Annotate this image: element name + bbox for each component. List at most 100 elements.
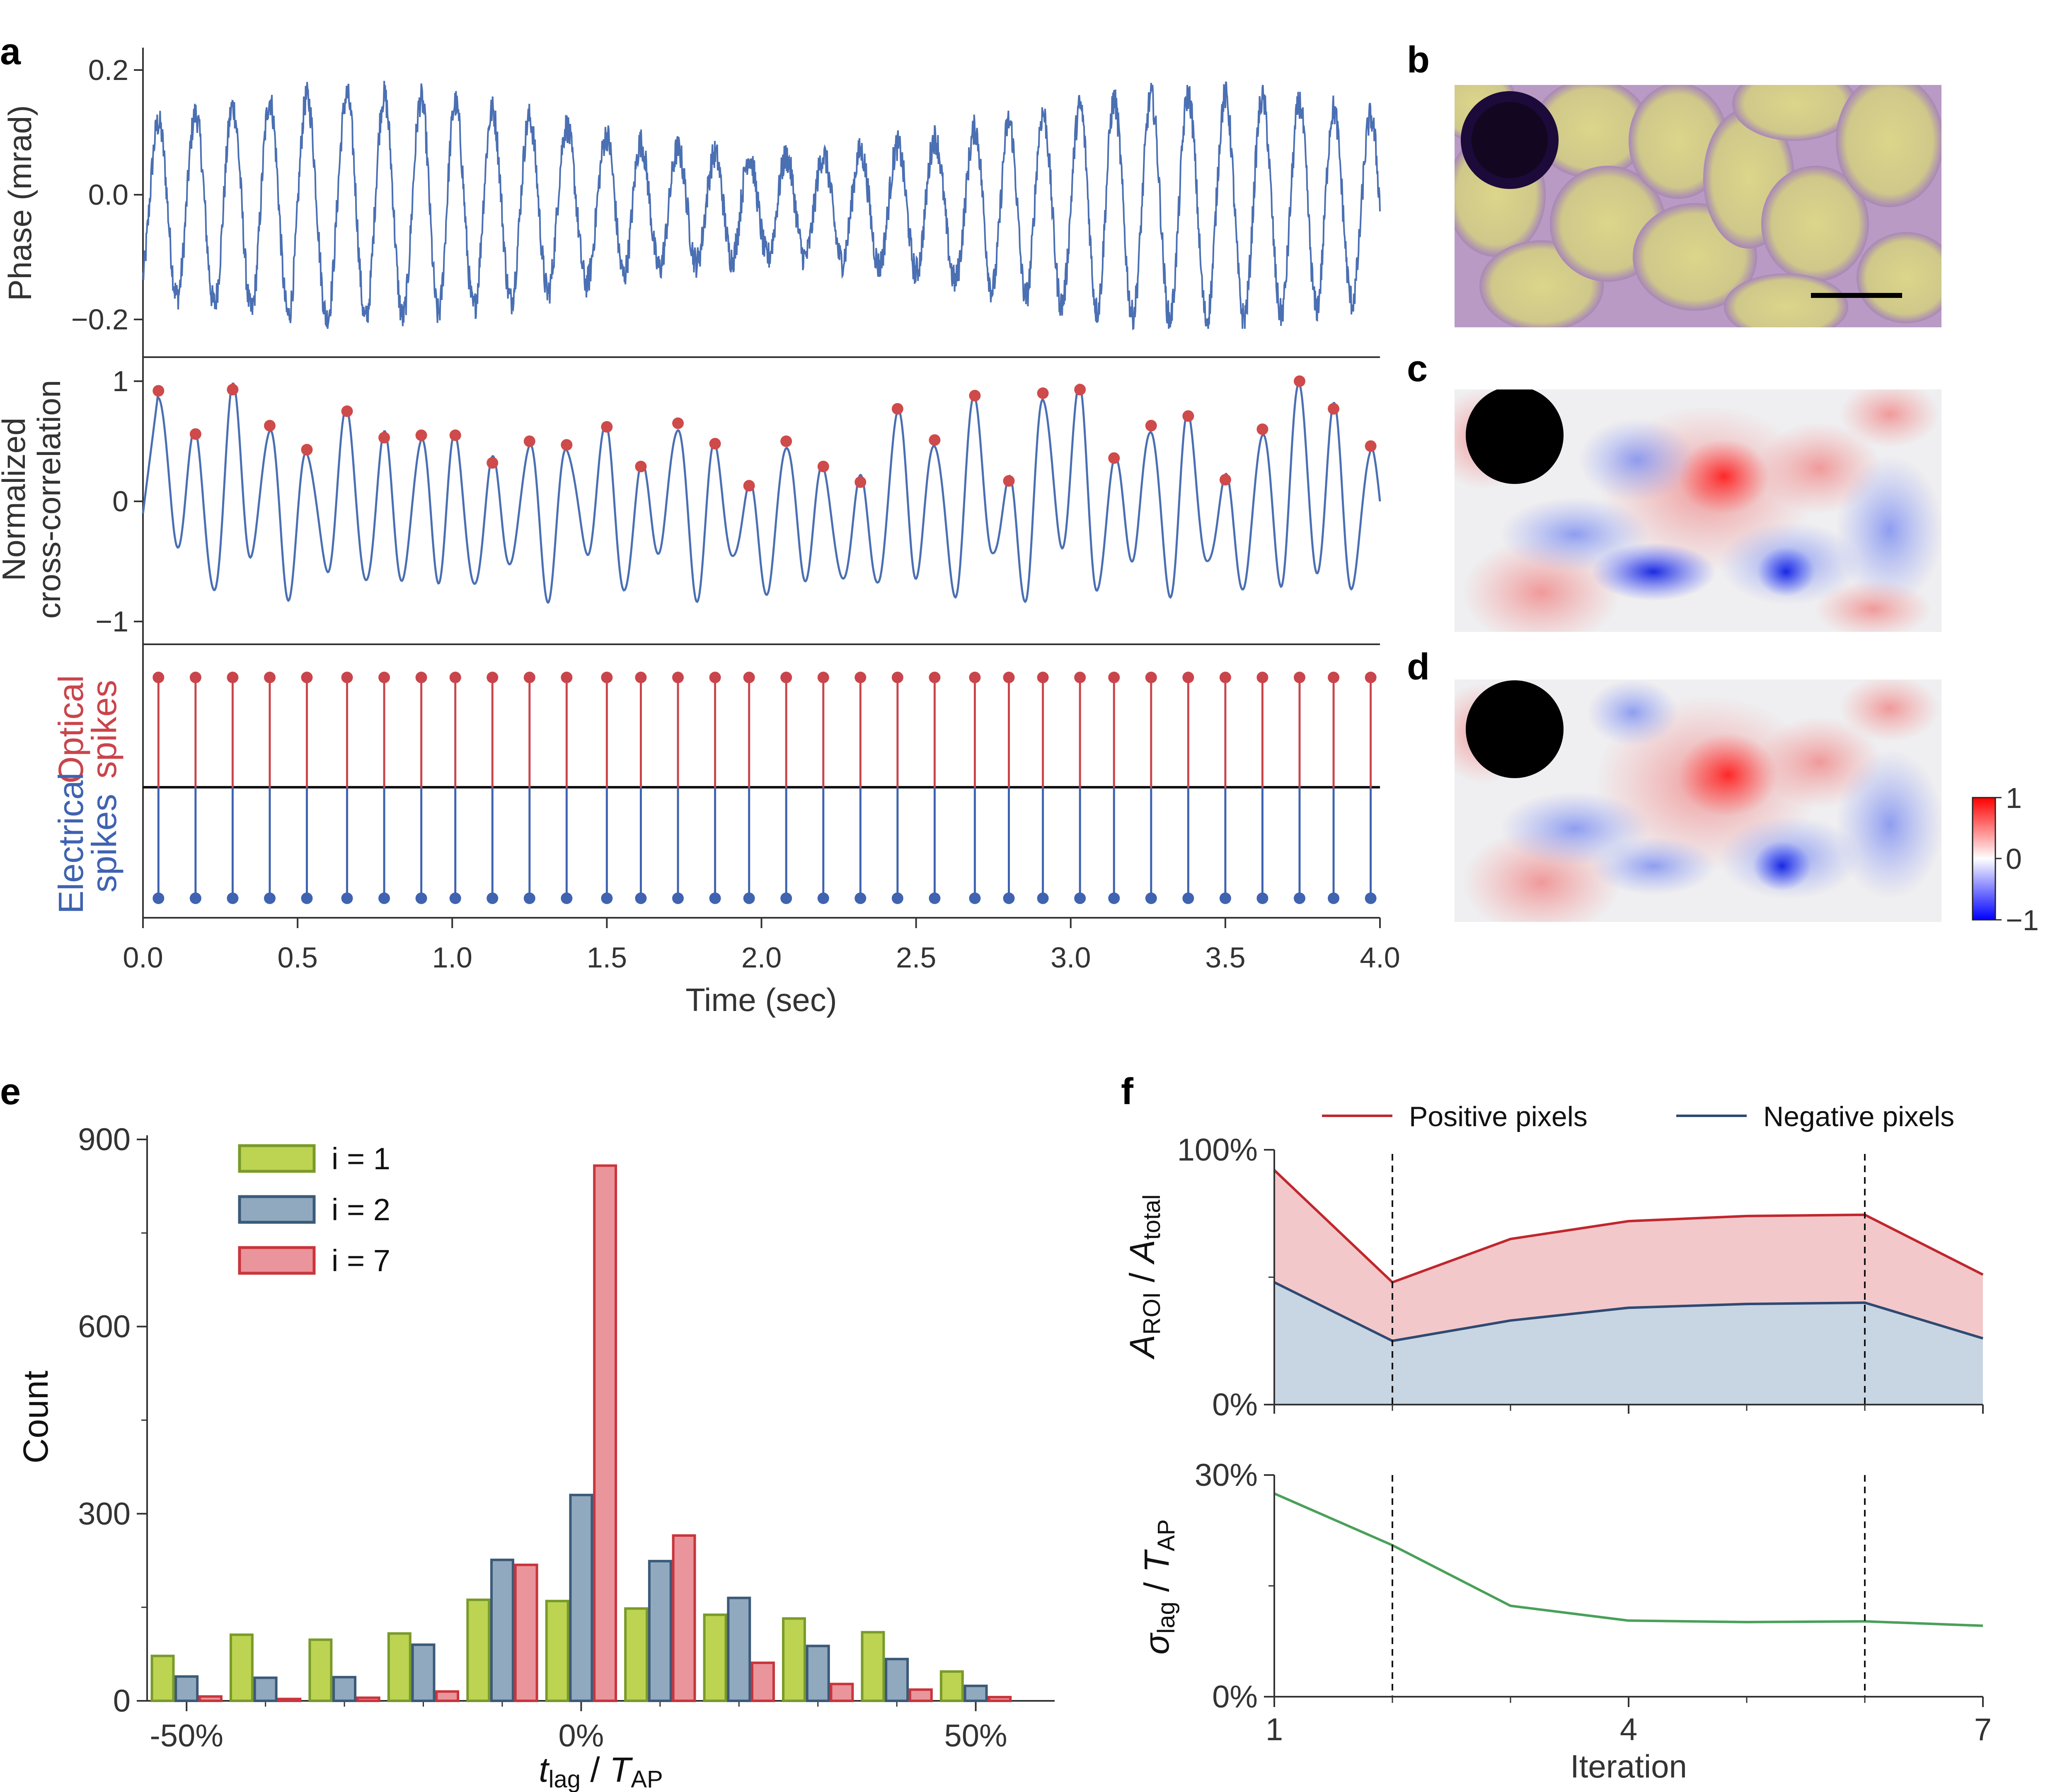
optical-spike-head [1365,672,1377,683]
peak-marker [891,403,903,415]
electrical-spike-head [1365,892,1377,904]
histogram-bar [150,1654,175,1703]
optical-spike-head [1145,672,1157,683]
e-xtick-label: 50% [944,1718,1007,1753]
panel-d-heatmap: 1 0 −1 [1455,680,2039,936]
colorbar-tick-0: 0 [2006,843,2022,875]
histogram-bar [356,1696,380,1702]
peak-marker [743,480,755,492]
histogram-bar [229,1633,254,1703]
f-top-ytick-label: 0% [1212,1387,1258,1422]
panel-letter-f: f [1121,1071,1134,1112]
optical-spike-head [341,672,353,683]
electrical-spike-head [709,892,721,904]
electrical-spike-head [487,892,499,904]
electrical-spike-head [415,892,427,904]
electrical-spike-head [227,892,239,904]
electrical-spike-head [378,892,390,904]
histogram-bar [308,1638,333,1703]
optical-spike-head [523,672,535,683]
f-top-ytick-label: 100% [1177,1132,1258,1168]
histogram-bar [648,1560,672,1703]
legend-label-negative: Negative pixels [1763,1101,1954,1132]
histogram-bar [174,1675,199,1703]
peak-marker [1256,423,1268,435]
f-bottom-ylabel: σlag / TAP [1137,1519,1180,1655]
peak-marker [969,389,981,401]
f-bottom-ytick-label: 30% [1195,1458,1258,1493]
f-bottom-ytick-label: 0% [1212,1679,1258,1715]
optical-spike-head [1328,672,1340,683]
legend-label-i2: i = 2 [332,1192,390,1227]
histogram-bar [939,1670,964,1702]
histogram-bar [782,1617,806,1702]
histogram-bar [861,1631,885,1703]
electrical-spike-head [1003,892,1015,904]
a-xtick-label: 3.5 [1205,941,1245,974]
legend-swatch-i7 [238,1246,316,1275]
sigma-lag-line [1273,1492,1983,1627]
panel-b-image [1455,85,1941,327]
peak-marker [1074,384,1086,396]
electrical-spike-head [1037,892,1049,904]
a-mid-ytick-label: 0 [112,485,128,518]
optical-spike-head [449,672,461,683]
electrical-spike-head [817,892,829,904]
a-xtick-label: 1.0 [432,941,472,974]
histogram-bar [672,1534,696,1703]
e-ytick-label: 900 [78,1122,131,1157]
optical-spike-head [264,672,276,683]
a-top-ytick-label: 0.0 [88,179,128,211]
electrical-spike-head [780,892,792,904]
a-top-ytick-label: −0.2 [71,303,128,336]
peak-marker [153,385,165,397]
optical-spike-head [709,672,721,683]
histogram-bar [703,1613,727,1703]
histogram-bar [253,1676,278,1702]
a-xtick-label: 1.5 [587,941,627,974]
electrical-spike-head [189,892,201,904]
optical-spike-head [1293,672,1305,683]
panel-letter-b: b [1407,39,1430,81]
electrical-spike-head [743,892,755,904]
peak-marker [378,432,390,444]
histogram-bar [593,1164,617,1703]
legend-label-i1: i = 1 [332,1141,390,1176]
a-xtick-label: 2.5 [896,941,936,974]
a-xtick-label: 2.0 [741,941,782,974]
optical-spike-head [635,672,647,683]
optical-spike-head [1108,672,1120,683]
optical-spike-head [1256,672,1268,683]
electrical-spike-head [601,892,613,904]
optical-spike-head [672,672,684,683]
peak-marker [341,405,353,417]
histogram-bar [751,1661,775,1703]
histogram-bar [387,1632,412,1702]
legend-swatch-i2 [238,1195,316,1224]
optical-spike-head [1074,672,1086,683]
a-mid-ylabel-line2: cross-correlation [31,380,67,619]
histogram-bar [435,1690,460,1703]
a-mid-ytick-label: 1 [112,365,128,397]
optical-spike-head [601,672,613,683]
electrical-spike-head [672,892,684,904]
e-ytick-label: 300 [78,1496,131,1531]
peak-marker [855,476,867,488]
peak-marker [301,444,313,456]
a-top-ylabel: Phase (mrad) [2,105,38,301]
optical-spike-head [561,672,573,683]
peak-marker [1219,474,1231,486]
peak-marker [449,429,461,441]
f-top-ylabel: AROI / Atotal [1123,1195,1165,1360]
legend-label-positive: Positive pixels [1409,1101,1588,1132]
panel-letter-e: e [0,1071,21,1112]
histogram-bar [624,1607,649,1702]
legend-swatch-i1 [238,1144,316,1173]
electrical-spike-head [1293,892,1305,904]
peak-marker [635,460,647,472]
f-xlabel: Iteration [1570,1748,1687,1785]
e-legend: i = 1 i = 2 i = 7 [238,1141,390,1278]
electrical-spike-head [341,892,353,904]
optical-spike-head [1037,672,1049,683]
electrical-spike-head [1328,892,1340,904]
